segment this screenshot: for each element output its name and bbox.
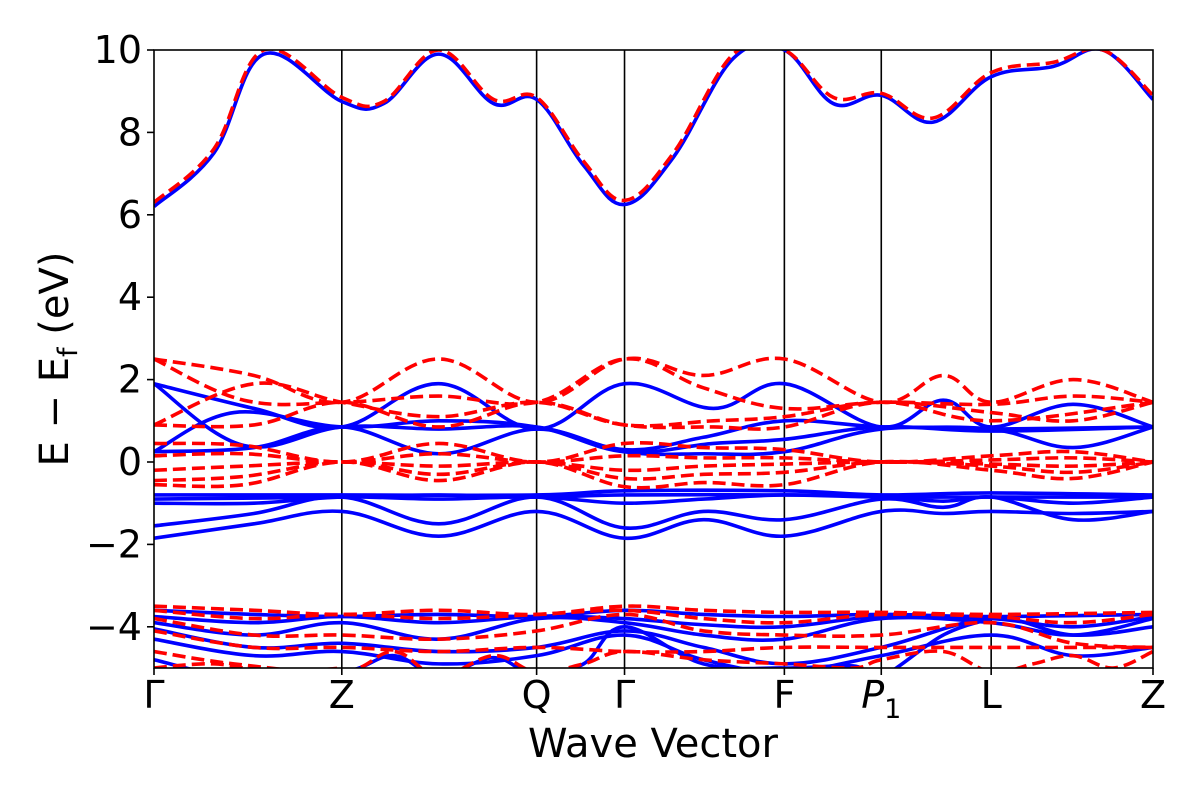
kpoint-label-3: Γ <box>614 673 635 717</box>
dashed-band-3 <box>154 381 1153 428</box>
kpoint-label-5: P1 <box>861 673 901 725</box>
solid-band-0 <box>154 50 1153 208</box>
y-tick-label-4: 4 <box>118 275 142 319</box>
kpoint-label-0: Γ <box>143 673 164 717</box>
band-lines <box>154 50 1153 668</box>
kpoint-label-5-main: P <box>861 673 884 717</box>
solid-band-9 <box>154 508 1153 541</box>
series-solid <box>154 50 1153 668</box>
y-tick-label-3: 2 <box>118 358 142 402</box>
kpoint-label-1: Z <box>329 673 355 717</box>
x-axis-label: Wave Vector <box>528 721 779 767</box>
dashed-band-0 <box>154 50 1153 204</box>
y-axis-label-unit: (eV) <box>32 252 78 348</box>
y-tick-label-6: 8 <box>118 110 142 154</box>
solid-band-15 <box>154 616 992 668</box>
solid-band-13 <box>154 616 1153 666</box>
kpoint-label-5-sub: 1 <box>884 694 901 725</box>
y-axis-label-sub: f <box>53 346 84 357</box>
kpoint-divider-lines <box>341 50 992 668</box>
kpoint-label-2: Q <box>522 673 552 717</box>
y-tick-label-1: −2 <box>86 522 142 566</box>
kpoint-label-6: L <box>981 673 1002 717</box>
plot-frame <box>153 49 1154 669</box>
solid-band-5 <box>154 488 1153 498</box>
kpoint-label-4: F <box>773 673 795 717</box>
dashed-band-4 <box>154 400 1153 431</box>
y-axis-label-main: E − E <box>32 357 78 467</box>
dashed-band-12 <box>154 612 1153 650</box>
y-axis-label: E − Ef (eV) <box>32 252 84 467</box>
y-tick-label-7: 10 <box>94 28 142 72</box>
y-tick-label-0: −4 <box>86 605 142 649</box>
kpoint-label-7: Z <box>1140 673 1166 717</box>
x-axis-kpoint-labels: Γ Z Q Γ F P1 L Z <box>143 668 1166 725</box>
dashed-band-9 <box>154 459 1153 490</box>
y-tick-label-5: 6 <box>118 193 142 237</box>
dashed-band-11 <box>154 608 1153 625</box>
y-tick-label-2: 0 <box>118 440 142 484</box>
dashed-band-13 <box>154 629 1153 654</box>
y-axis-ticks: −4 −2 0 2 4 6 8 10 <box>86 28 154 649</box>
solid-band-8 <box>154 495 1153 530</box>
dashed-band-14 <box>154 649 1153 668</box>
dashed-band-15 <box>154 662 342 668</box>
series-dashed <box>154 50 1153 668</box>
solid-band-4 <box>154 425 1153 457</box>
